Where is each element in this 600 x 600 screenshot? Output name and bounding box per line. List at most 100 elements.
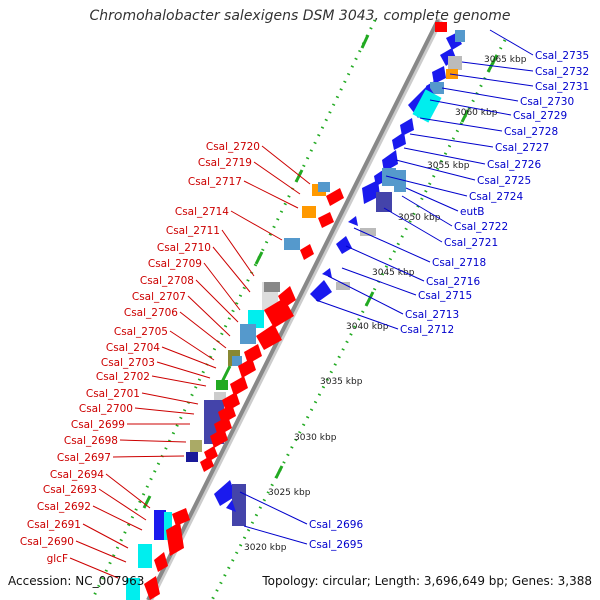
left-leader-line <box>134 407 195 415</box>
gene-feature <box>412 89 442 123</box>
scale-label: 3025 kbp <box>268 488 311 498</box>
gene-label-right[interactable]: Csal_2715 <box>418 290 472 302</box>
gene-label-left[interactable]: Csal_2704 <box>106 342 160 354</box>
gene-label-right[interactable]: Csal_2718 <box>432 257 486 269</box>
gene-label-right[interactable]: Csal_2722 <box>454 221 508 233</box>
left-leader-line <box>161 346 217 369</box>
scale-labels: 3065 kbp 3060 kbp 3055 kbp 3050 kbp 3045 kbp… <box>244 55 527 553</box>
gene-reverse <box>226 500 236 512</box>
gene-label-left[interactable]: Csal_2699 <box>71 419 125 431</box>
right-leader-line <box>461 61 534 72</box>
gene-label-left[interactable]: Csal_2714 <box>175 206 229 218</box>
gene-feature <box>126 578 140 600</box>
left-leader-line <box>156 361 211 379</box>
gene-feature <box>190 440 202 452</box>
gene-forward <box>210 428 228 448</box>
right-leader-line <box>315 299 399 330</box>
left-leader-line <box>221 229 255 277</box>
gene-label-left[interactable]: Csal_2700 <box>79 403 133 415</box>
gene-label-right[interactable]: Csal_2725 <box>477 175 531 187</box>
gene-label-right[interactable]: eutB <box>460 206 484 218</box>
gene-feature <box>336 282 350 290</box>
left-leader-line <box>141 392 199 405</box>
gene-label-right[interactable]: Csal_2721 <box>444 237 498 249</box>
gene-label-left[interactable]: Csal_2720 <box>206 141 260 153</box>
gene-feature <box>232 356 242 366</box>
gene-feature <box>448 56 462 70</box>
gene-label-left[interactable]: Csal_2693 <box>43 484 97 496</box>
gc-track-inner-ticks <box>142 34 370 509</box>
gene-label-left[interactable]: Csal_2709 <box>148 258 202 270</box>
gene-label-left[interactable]: Csal_2697 <box>57 452 111 464</box>
gene-label-right[interactable]: Csal_2716 <box>426 276 480 288</box>
gene-label-right[interactable]: Csal_2728 <box>504 126 558 138</box>
gene-forward <box>264 298 294 328</box>
gene-label-left[interactable]: Csal_2711 <box>166 225 220 237</box>
left-leader-line <box>261 145 311 185</box>
gene-forward <box>222 392 240 412</box>
gene-reverse <box>348 216 358 226</box>
gene-label-right[interactable]: Csal_2735 <box>535 50 589 62</box>
right-leader-line <box>341 267 417 296</box>
gene-label-right[interactable]: Csal_2731 <box>535 81 589 93</box>
gene-label-left[interactable]: Csal_2708 <box>140 275 194 287</box>
gene-label-left[interactable]: Csal_2701 <box>86 388 140 400</box>
gene-label-left[interactable]: Csal_2703 <box>101 357 155 369</box>
gene-label-left[interactable]: Csal_2691 <box>27 519 81 531</box>
left-leader-line <box>92 505 143 531</box>
gene-forward <box>214 416 232 436</box>
gene-label-left[interactable]: Csal_2702 <box>96 371 150 383</box>
left-leader-line <box>105 473 151 509</box>
gc-track-outer-ticks <box>274 54 499 479</box>
gene-label-right[interactable]: Csal_2727 <box>495 142 549 154</box>
left-leader-line <box>179 311 227 349</box>
gene-forward <box>172 508 190 526</box>
gene-label-right[interactable]: Csal_2713 <box>405 309 459 321</box>
left-leader-line <box>195 279 239 323</box>
gene-feature <box>154 510 166 540</box>
left-leader-line <box>69 557 119 579</box>
left-leader-line <box>112 455 185 458</box>
left-leader-line <box>82 523 129 549</box>
gene-label-right[interactable]: Csal_2696 <box>309 519 363 531</box>
gene-label-left[interactable]: Csal_2710 <box>157 242 211 254</box>
gene-feature <box>430 82 444 94</box>
gene-label-left[interactable]: Csal_2705 <box>114 326 168 338</box>
right-leader-line <box>409 133 494 148</box>
gene-label-right[interactable]: Csal_2730 <box>520 96 574 108</box>
gene-feature <box>232 484 246 526</box>
right-leader-line <box>243 525 308 545</box>
gene-label-left[interactable]: Csal_2694 <box>50 469 104 481</box>
gene-label-right[interactable]: Csal_2712 <box>400 324 454 336</box>
gene-reverse <box>322 268 332 278</box>
gene-forward <box>326 188 344 206</box>
gene-label-right[interactable]: Csal_2724 <box>469 191 523 203</box>
right-leader-line <box>345 245 425 282</box>
gene-forward <box>218 404 236 424</box>
gene-label-right[interactable]: Csal_2729 <box>513 110 567 122</box>
right-leader-line <box>383 207 443 243</box>
gene-label-left[interactable]: Csal_2719 <box>198 157 252 169</box>
gene-label-left[interactable]: Csal_2690 <box>20 536 74 548</box>
gene-label-left[interactable]: Csal_2698 <box>64 435 118 447</box>
gene-forward <box>166 522 184 556</box>
gene-label-left[interactable]: glcF <box>47 553 68 565</box>
left-leader-line <box>243 180 299 209</box>
gene-feature <box>240 324 256 344</box>
gene-label-left[interactable]: Csal_2706 <box>124 307 178 319</box>
left-leader-line <box>212 246 251 293</box>
gene-label-right[interactable]: Csal_2732 <box>535 66 589 78</box>
gene-label-right[interactable]: Csal_2726 <box>487 159 541 171</box>
gene-label-left[interactable]: Csal_2692 <box>37 501 91 513</box>
gene-label-left[interactable]: Csal_2717 <box>188 176 242 188</box>
left-leader-line <box>119 439 187 443</box>
gene-label-left[interactable]: Csal_2707 <box>132 291 186 303</box>
scale-label: 3065 kbp <box>484 55 527 65</box>
gene-feature <box>264 282 280 292</box>
gene-label-right[interactable]: Csal_2695 <box>309 539 363 551</box>
gene-reverse <box>392 132 406 150</box>
scale-label: 3055 kbp <box>427 161 470 171</box>
gene-feature <box>186 452 198 462</box>
left-leader-line <box>169 330 215 361</box>
